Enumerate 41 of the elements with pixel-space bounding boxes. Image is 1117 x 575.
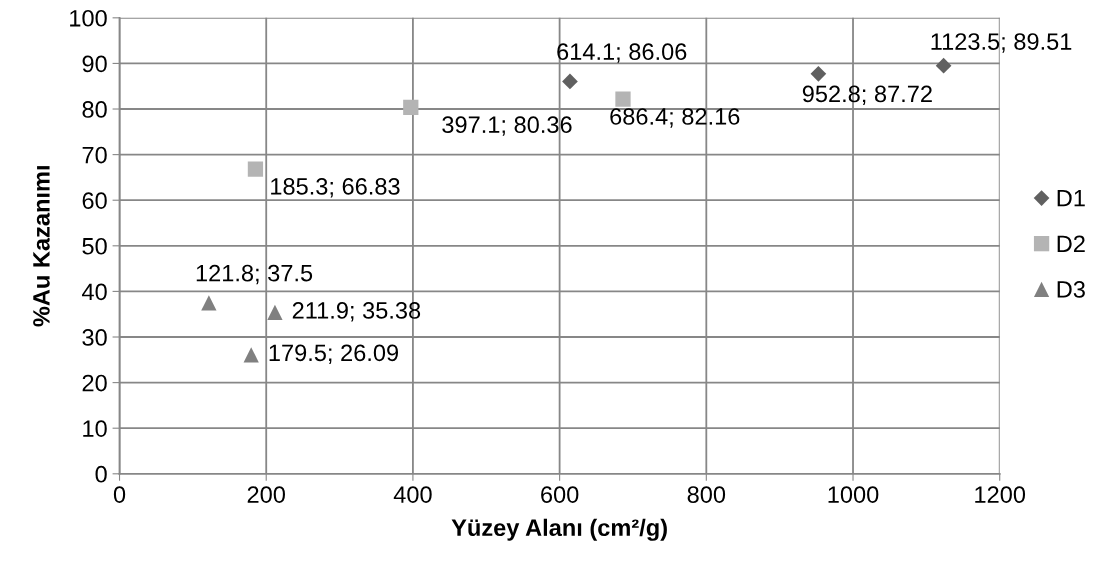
data-label: 614.1; 86.06 (557, 43, 687, 63)
x-tick-label: 800 (687, 486, 726, 503)
point (562, 73, 578, 90)
x-tick-label: 0 (113, 486, 126, 503)
point (201, 295, 217, 311)
y-tick-label: 100 (70, 9, 107, 27)
y-axis-title: %Au Kazanımı (33, 166, 50, 327)
point (247, 161, 264, 177)
y-tick-label: 40 (82, 283, 107, 301)
y-tick-label: 30 (82, 329, 107, 346)
point (243, 347, 259, 363)
y-tick-label: 50 (82, 237, 107, 255)
x-tick-label: 200 (247, 486, 285, 503)
point (935, 57, 952, 74)
x-tick-label: 1200 (975, 486, 1026, 503)
y-tick-label: 0 (95, 465, 107, 483)
legend-label: D3 (1057, 281, 1085, 298)
y-tick-label: 10 (83, 420, 107, 437)
data-label: 686.4; 82.16 (610, 108, 740, 128)
data-label: 952.8; 87.72 (802, 85, 932, 106)
x-tick-label: 600 (541, 486, 579, 503)
point (615, 91, 631, 107)
x-tick-label: 1000 (828, 486, 879, 503)
data-label: 1123.5; 89.51 (931, 33, 1072, 53)
data-label: 121.8; 37.5 (196, 264, 313, 285)
data-label: 211.9; 35.38 (292, 302, 421, 322)
y-tick-label: 20 (82, 374, 107, 392)
y-tick-label: 60 (82, 192, 107, 209)
point (810, 65, 827, 82)
legend-label: D2 (1057, 235, 1085, 252)
y-tick-label: 90 (82, 55, 107, 73)
x-axis-title: Yüzey Alanı (cm²/g) (451, 518, 667, 541)
data-label: 397.1; 80.36 (442, 116, 572, 136)
data-label: 179.5; 26.09 (269, 344, 399, 364)
point (403, 99, 419, 116)
point (267, 304, 283, 321)
legend-label: D1 (1057, 190, 1085, 207)
y-tick-label: 80 (82, 101, 107, 118)
y-tick-label: 70 (82, 146, 107, 164)
x-tick-label: 400 (393, 486, 432, 503)
data-label: 185.3; 66.83 (271, 178, 400, 198)
